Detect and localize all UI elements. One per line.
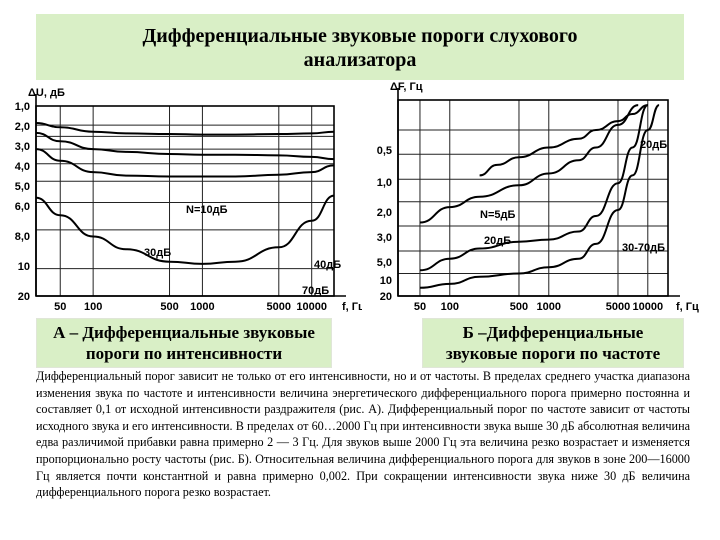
series-line	[35, 194, 335, 265]
y-tick-label: 10	[380, 275, 392, 287]
x-tick-label: 10000	[296, 301, 327, 313]
y-tick-label: 2,0	[377, 207, 392, 219]
y-tick-label: 10	[18, 261, 30, 273]
title-line-1: Дифференциальные звуковые пороги слухово…	[142, 25, 578, 47]
caption-a: А – Дифференциальные звуковые пороги по …	[36, 318, 332, 368]
x-tick-label: 100	[441, 301, 459, 313]
x-tick-label: 10000	[632, 301, 663, 313]
caption-b-line-2: звуковые пороги по частоте	[445, 344, 661, 363]
series-line	[35, 131, 335, 161]
series-line	[419, 104, 639, 224]
y-tick-label: 20	[380, 291, 392, 303]
y-tick-label: 4,0	[15, 161, 30, 173]
x-tick-label: 100	[84, 301, 102, 313]
x-axis-label: f, Гц	[676, 301, 699, 313]
series-label: N=5дБ	[480, 209, 515, 221]
x-tick-label: 1000	[537, 301, 561, 313]
x-tick-label: 5000	[606, 301, 630, 313]
y-tick-label: 1,0	[15, 101, 30, 113]
page-title: Дифференциальные звуковые пороги слухово…	[36, 14, 684, 80]
chart-a-intensity: 50 100 500 1000 5000 10000 1,0 2,0 3,0 4,0 5,0 6,0 8…	[15, 87, 362, 313]
series-label: 40дБ	[314, 259, 341, 271]
y-axis-label: ΔU, дБ	[28, 87, 65, 99]
series-label: N=10дБ	[186, 204, 228, 216]
y-tick-label: 3,0	[377, 232, 392, 244]
chart-b-frequency: 50 100 500 1000 5000 10000 0,5 1,0 2,0 3,0 5,0 10 20…	[377, 82, 699, 313]
x-tick-label: 50	[54, 301, 66, 313]
x-tick-label: 500	[510, 301, 528, 313]
series-line	[35, 148, 335, 178]
caption-b: Б –Дифференциальные звуковые пороги по ч…	[422, 318, 684, 368]
y-tick-label: 2,0	[15, 121, 30, 133]
y-tick-label: 1,0	[377, 177, 392, 189]
description-paragraph: Дифференциальный порог зависит не только…	[36, 369, 690, 500]
y-tick-label: 8,0	[15, 231, 30, 243]
y-tick-label: 5,0	[377, 257, 392, 269]
y-axis-label: ΔF, Гц	[390, 82, 423, 93]
y-tick-label: 3,0	[15, 141, 30, 153]
caption-a-line-2: пороги по интенсивности	[85, 344, 283, 363]
y-tick-label: 0,5	[377, 145, 392, 157]
title-line-2: анализатора	[303, 49, 417, 71]
y-tick-label: 6,0	[15, 201, 30, 213]
caption-a-line-1: А – Дифференциальные звуковые	[53, 323, 315, 342]
y-tick-label: 20	[18, 291, 30, 303]
series-label: 70дБ	[302, 285, 329, 297]
series-line	[35, 122, 335, 136]
series-label: 30дБ	[144, 247, 171, 259]
x-tick-label: 50	[414, 301, 426, 313]
series-label: 20дБ	[484, 235, 511, 247]
series-line	[419, 104, 660, 289]
x-tick-label: 5000	[267, 301, 291, 313]
series-label: 20дБ	[640, 139, 667, 151]
x-tick-label: 500	[160, 301, 178, 313]
x-axis-label: f, Гц	[342, 301, 362, 313]
series-label: 30-70дБ	[622, 242, 665, 254]
y-tick-label: 5,0	[15, 181, 30, 193]
series-line	[479, 104, 648, 177]
series-line	[419, 104, 649, 272]
caption-b-line-1: Б –Дифференциальные	[462, 323, 644, 342]
plot-frame	[397, 99, 669, 297]
x-tick-label: 1000	[190, 301, 214, 313]
